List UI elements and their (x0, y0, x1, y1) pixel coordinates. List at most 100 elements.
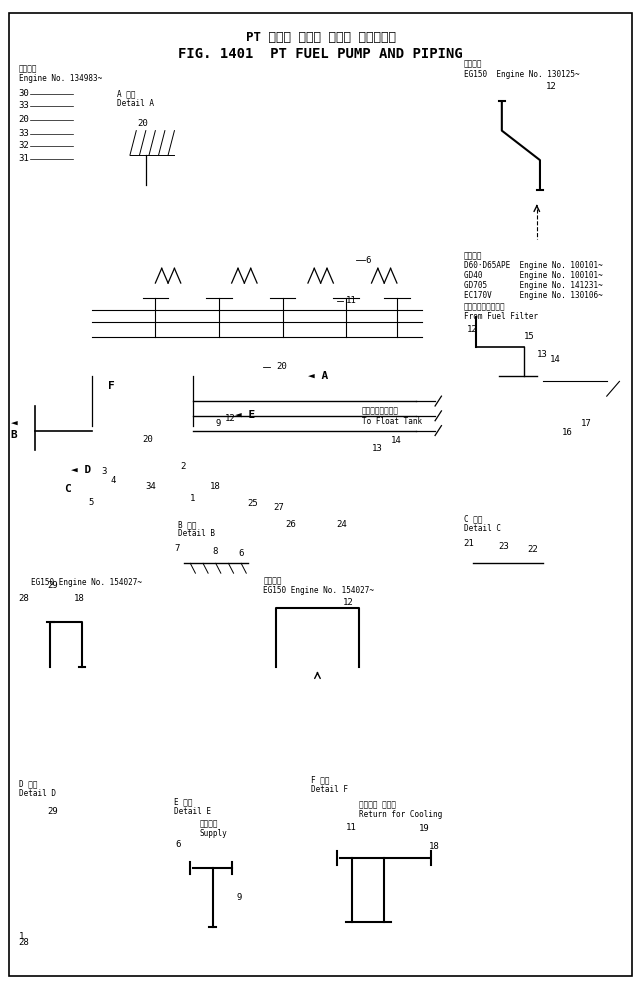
Text: 8: 8 (213, 547, 218, 556)
Text: 34: 34 (146, 482, 156, 492)
Text: 11: 11 (346, 823, 357, 832)
Text: 32: 32 (19, 141, 30, 150)
Text: 12: 12 (547, 82, 557, 91)
Text: 29: 29 (48, 582, 58, 590)
Text: 6: 6 (365, 256, 370, 265)
Text: 20: 20 (276, 362, 287, 371)
Text: Detail C: Detail C (464, 524, 501, 533)
Bar (114, 96, 187, 190)
Text: 20: 20 (19, 115, 30, 124)
Text: EC170V      Engine No. 130106~: EC170V Engine No. 130106~ (464, 291, 602, 300)
Bar (22, 804, 133, 918)
Text: Supply: Supply (200, 829, 228, 838)
Text: 12: 12 (343, 597, 354, 606)
Bar (15, 76, 89, 229)
Circle shape (77, 142, 82, 150)
Text: 9: 9 (216, 419, 221, 428)
Text: F 詳細: F 詳細 (311, 775, 330, 784)
Text: 18: 18 (429, 842, 439, 851)
Circle shape (77, 102, 82, 110)
Text: 1: 1 (190, 494, 195, 503)
Text: 12: 12 (467, 325, 478, 334)
Text: ◄
B: ◄ B (11, 418, 17, 440)
Text: 3: 3 (102, 468, 107, 477)
Text: 17: 17 (581, 418, 592, 427)
Text: 28: 28 (19, 938, 30, 946)
Bar (168, 524, 251, 597)
Text: 27: 27 (273, 502, 284, 511)
Bar (460, 66, 622, 210)
Text: 18: 18 (210, 482, 220, 492)
Circle shape (527, 372, 534, 382)
Bar (171, 801, 257, 939)
Bar (28, 583, 136, 672)
Text: Detail D: Detail D (19, 789, 56, 798)
Text: 20: 20 (137, 119, 148, 128)
Text: 14: 14 (390, 436, 401, 445)
Text: 12: 12 (225, 414, 236, 423)
Text: 30: 30 (19, 89, 30, 98)
Text: GD40        Engine No. 100101~: GD40 Engine No. 100101~ (464, 271, 602, 280)
Circle shape (514, 367, 521, 377)
Circle shape (537, 376, 543, 386)
Circle shape (77, 116, 82, 124)
Text: Return for Cooling: Return for Cooling (359, 810, 442, 819)
Circle shape (77, 130, 82, 137)
Text: 適用番号: 適用番号 (464, 251, 482, 260)
Text: 33: 33 (19, 129, 30, 137)
Text: Engine No. 134983~: Engine No. 134983~ (19, 74, 102, 83)
Text: GD705       Engine No. 141231~: GD705 Engine No. 141231~ (464, 281, 602, 290)
Bar (15, 784, 143, 946)
Text: 33: 33 (19, 101, 30, 110)
Text: 31: 31 (19, 154, 30, 163)
Text: リターン 冷却用: リターン 冷却用 (359, 800, 396, 809)
Text: 28: 28 (19, 594, 30, 603)
Text: 2: 2 (181, 463, 186, 472)
Text: D60·D65APE  Engine No. 100101~: D60·D65APE Engine No. 100101~ (464, 261, 602, 270)
Bar (257, 581, 385, 674)
Text: 14: 14 (550, 355, 560, 364)
Text: 13: 13 (372, 444, 382, 453)
Text: 5: 5 (89, 497, 94, 507)
Text: フエルフィルタから: フエルフィルタから (464, 303, 505, 312)
Text: 22: 22 (527, 545, 538, 554)
Text: A 詳細: A 詳細 (117, 89, 136, 98)
Text: 25: 25 (248, 498, 258, 507)
Text: Detail E: Detail E (174, 807, 212, 816)
Bar (308, 779, 448, 946)
Text: F: F (107, 382, 114, 392)
Text: ◄ A: ◄ A (308, 372, 328, 382)
Text: From Fuel Filter: From Fuel Filter (464, 313, 538, 321)
Text: 4: 4 (111, 477, 116, 486)
Text: 13: 13 (537, 350, 548, 359)
Text: 適用番号: 適用番号 (19, 64, 37, 73)
Text: PT フェル ポンプ および パイピング: PT フェル ポンプ および パイピング (246, 31, 395, 44)
Text: FIG. 1401  PT FUEL PUMP AND PIPING: FIG. 1401 PT FUEL PUMP AND PIPING (178, 46, 463, 61)
Text: 1: 1 (19, 932, 24, 941)
Text: 24: 24 (336, 520, 347, 529)
Text: 18: 18 (74, 593, 84, 602)
Text: 29: 29 (48, 807, 58, 816)
Text: C 詳細: C 詳細 (464, 514, 482, 523)
Text: 21: 21 (464, 539, 475, 548)
Text: E 詳細: E 詳細 (174, 797, 193, 806)
Text: EG150  Engine No. 130125~: EG150 Engine No. 130125~ (464, 69, 579, 78)
Circle shape (77, 90, 82, 98)
Bar (460, 308, 622, 450)
Text: 9: 9 (237, 893, 242, 902)
Text: 6: 6 (176, 840, 181, 849)
Text: 23: 23 (499, 542, 509, 551)
Text: ◄ E: ◄ E (235, 409, 255, 419)
Text: 適用番号: 適用番号 (264, 576, 282, 585)
Text: 15: 15 (524, 332, 535, 341)
Text: フロートタンクへ
To Float Tank: フロートタンクへ To Float Tank (362, 406, 422, 425)
Text: 11: 11 (346, 297, 357, 306)
Text: EG150 Engine No. 154027~: EG150 Engine No. 154027~ (264, 585, 374, 594)
Text: C: C (64, 484, 71, 494)
Text: ◄ D: ◄ D (71, 465, 91, 475)
Text: サプライ: サプライ (200, 819, 219, 828)
Text: 16: 16 (562, 428, 573, 437)
Text: Detail A: Detail A (117, 99, 154, 108)
Text: Detail F: Detail F (311, 785, 348, 794)
Text: 6: 6 (238, 550, 243, 559)
